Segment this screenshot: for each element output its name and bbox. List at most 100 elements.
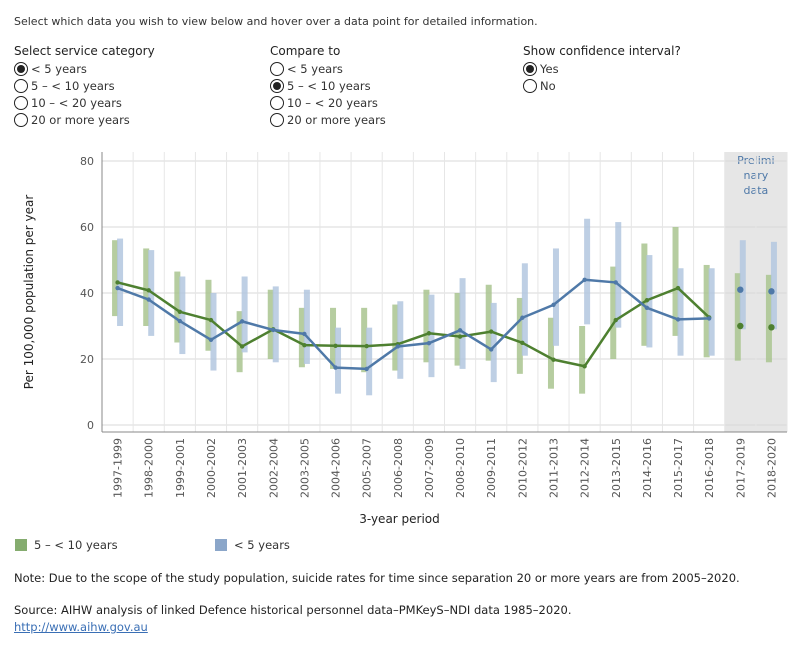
x-axis-title: 3-year period [359, 512, 440, 526]
confidence-interval-group: Show confidence interval? Yes No [523, 44, 681, 94]
service-category-option-10to20[interactable]: 10 – < 20 years [14, 94, 155, 111]
x-tick-label: 1997-1999 [112, 438, 125, 498]
data-point-green [177, 309, 183, 315]
confidence-option-yes[interactable]: Yes [523, 60, 681, 77]
service-category-option-lt5[interactable]: < 5 years [14, 60, 155, 77]
option-label: < 5 years [287, 61, 343, 76]
ci-bar-blue [366, 327, 373, 396]
ci-bar-blue [241, 276, 248, 353]
data-point-blue [457, 328, 463, 333]
ci-bar-blue [770, 241, 777, 330]
radio-selected-icon[interactable] [14, 61, 28, 76]
ci-bar-green [765, 274, 772, 363]
data-point-blue [271, 327, 276, 333]
y-tick-label: 20 [80, 353, 94, 366]
option-label: Yes [540, 61, 559, 76]
x-tick-label: 2017-2019 [734, 438, 747, 498]
radio-empty-icon[interactable] [523, 78, 537, 93]
y-tick-label: 80 [80, 155, 94, 168]
option-label: No [540, 78, 556, 93]
x-tick-label: 2013-2015 [610, 438, 623, 498]
data-point-green [115, 280, 120, 285]
data-point-blue [146, 297, 151, 302]
data-point-blue [551, 302, 556, 308]
service-category-option-5to10[interactable]: 5 – < 10 years [14, 77, 155, 94]
instructions-text: Select which data you wish to view below… [14, 15, 538, 28]
confidence-option-no[interactable]: No [523, 77, 681, 94]
option-label: 5 – < 10 years [287, 78, 371, 93]
data-point-green [582, 364, 587, 369]
data-point-green [239, 344, 245, 349]
x-tick-label: 2002-2004 [267, 438, 280, 498]
x-tick-label: 2008-2010 [454, 438, 467, 498]
radio-empty-icon[interactable] [14, 95, 28, 110]
ci-bar-green [547, 317, 554, 389]
ci-bar-blue [552, 248, 559, 346]
x-tick-label: 1998-2000 [143, 438, 156, 498]
radio-empty-icon[interactable] [14, 112, 28, 127]
legend-item-lt5[interactable]: < 5 years [215, 538, 290, 552]
option-label: 10 – < 20 years [287, 95, 378, 110]
ci-bar-green [516, 297, 523, 374]
data-point-blue [115, 285, 120, 291]
ci-bar-green [703, 264, 710, 358]
service-category-option-20plus[interactable]: 20 or more years [14, 111, 155, 128]
x-tick-label: 2014-2016 [641, 438, 654, 498]
compare-option-10to20[interactable]: 10 – < 20 years [270, 94, 386, 111]
data-point-green [551, 357, 556, 362]
source-text: Source: AIHW analysis of linked Defence … [14, 603, 572, 617]
x-tick-label: 2004-2006 [330, 438, 343, 498]
line-chart: Preliminarydata0204060801997-19991998-20… [22, 152, 788, 526]
ci-bar-blue [708, 268, 715, 356]
ci-bar-blue [677, 268, 684, 356]
ci-bar-blue [646, 255, 653, 348]
data-point-green [364, 343, 369, 349]
x-tick-label: 1999-2001 [174, 438, 187, 498]
data-point-blue [426, 340, 432, 346]
data-point-green [426, 331, 432, 336]
data-point-green [675, 285, 681, 291]
ci-bar-green [205, 279, 212, 351]
data-point-blue [582, 277, 587, 282]
data-point-blue [613, 280, 618, 285]
y-tick-label: 60 [80, 221, 94, 234]
radio-empty-icon[interactable] [270, 61, 284, 76]
data-point-green [457, 334, 463, 339]
series-line-green [117, 281, 711, 368]
radio-selected-icon[interactable] [523, 61, 537, 76]
data-point-blue [239, 319, 245, 324]
data-point-green [644, 298, 650, 303]
ci-bar-blue [428, 294, 435, 378]
ci-bar-green [298, 307, 305, 368]
x-tick-label: 2001-2003 [236, 438, 249, 498]
data-point-blue [489, 347, 494, 352]
data-point-green [520, 340, 525, 346]
compare-option-20plus[interactable]: 20 or more years [270, 111, 386, 128]
radio-empty-icon[interactable] [14, 78, 28, 93]
ci-bar-green [330, 307, 337, 369]
x-tick-label: 2015-2017 [672, 438, 685, 498]
radio-selected-icon[interactable] [270, 78, 284, 93]
data-point-blue [706, 316, 712, 321]
ci-bar-green [174, 271, 181, 343]
aihw-link[interactable]: http://www.aihw.gov.au [14, 620, 148, 634]
x-tick-label: 2000-2002 [205, 438, 218, 498]
compare-option-lt5[interactable]: < 5 years [270, 60, 386, 77]
radio-empty-icon[interactable] [270, 95, 284, 110]
x-tick-label: 2009-2011 [485, 438, 498, 498]
ci-bar-blue [615, 222, 622, 328]
ci-bar-green [392, 304, 399, 371]
legend-item-5to10[interactable]: 5 – < 10 years [15, 538, 118, 552]
x-tick-label: 2006-2008 [392, 438, 405, 498]
option-label: 10 – < 20 years [31, 95, 122, 110]
radio-empty-icon[interactable] [270, 112, 284, 127]
data-point-blue [520, 315, 525, 320]
data-point-blue [208, 337, 214, 343]
data-point-blue [302, 331, 307, 337]
data-point-green [737, 322, 744, 330]
ci-bar-green [236, 311, 243, 373]
compare-option-5to10[interactable]: 5 – < 10 years [270, 77, 386, 94]
x-tick-label: 2012-2014 [579, 438, 592, 498]
ci-bar-blue [521, 263, 528, 356]
x-tick-label: 2010-2012 [516, 438, 529, 498]
